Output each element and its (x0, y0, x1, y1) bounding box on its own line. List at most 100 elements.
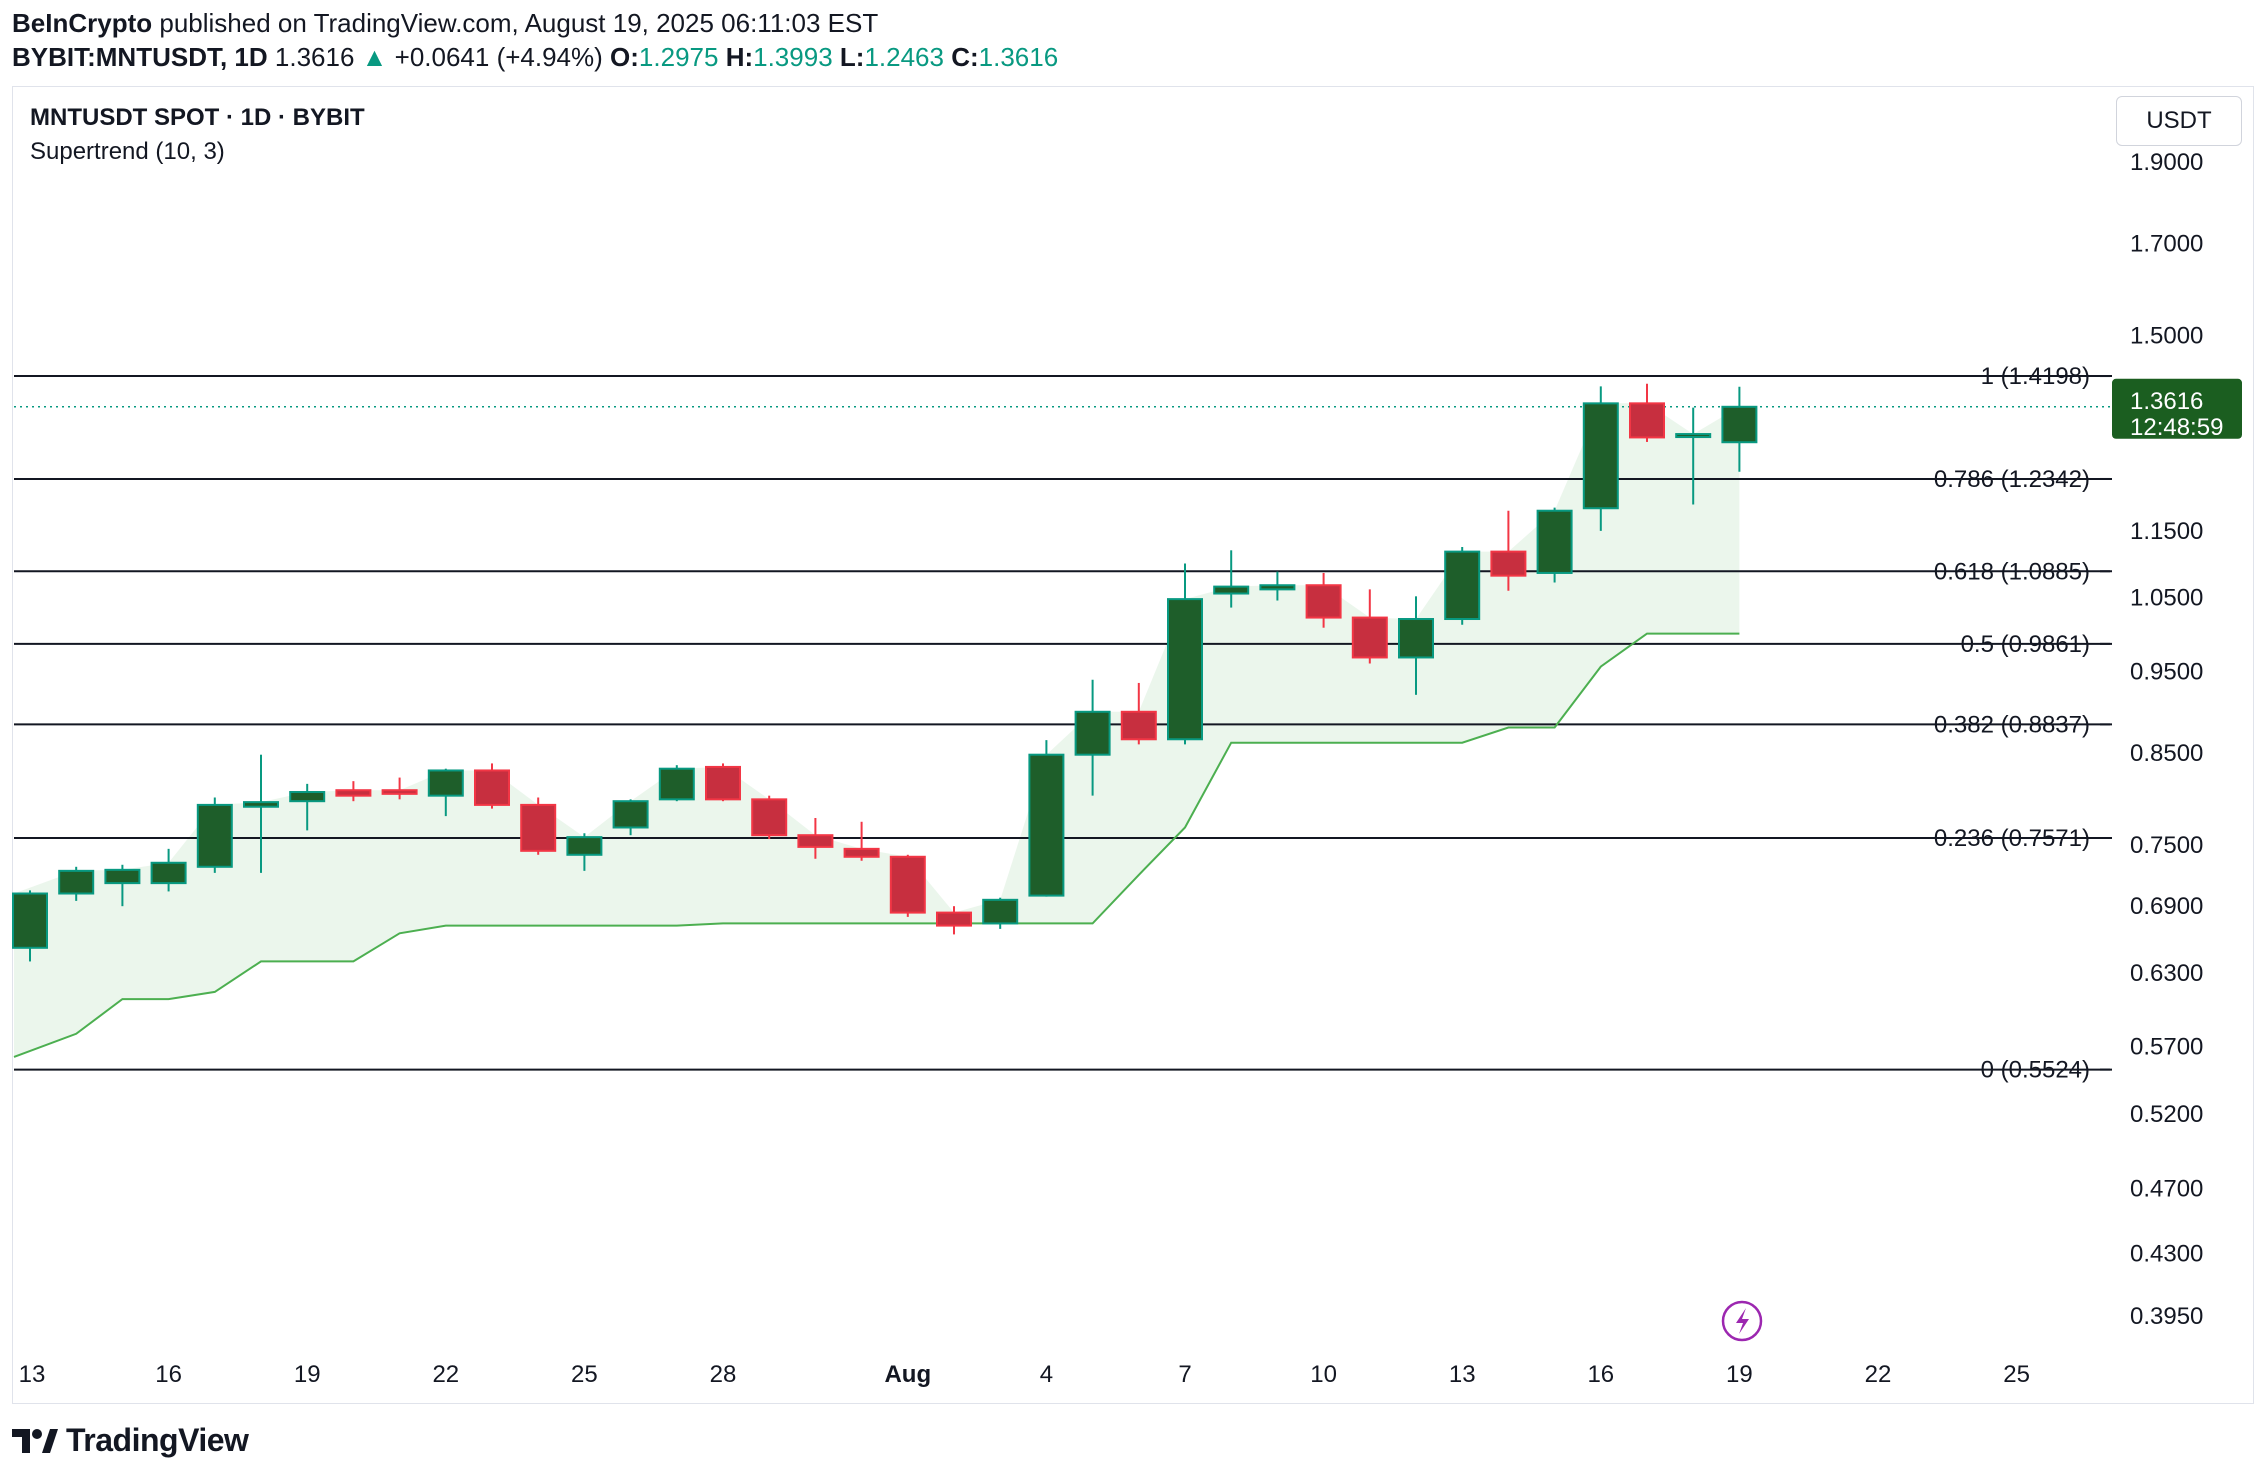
candle-body[interactable] (797, 834, 834, 848)
current-price-tag[interactable] (2112, 378, 2242, 439)
x-tick-label: 22 (1865, 1361, 1892, 1388)
x-tick-label: 28 (710, 1361, 737, 1388)
y-tick-label: 1.1500 (2130, 518, 2203, 545)
x-tick-label: 25 (571, 1361, 598, 1388)
supertrend-line[interactable] (13, 632, 1740, 1058)
x-tick-label: 7 (1178, 1361, 1191, 1388)
low-label: L: (839, 42, 865, 72)
y-tick-label: 0.3950 (2130, 1303, 2203, 1330)
open-label: O: (610, 42, 639, 72)
x-tick-label: 16 (155, 1361, 182, 1388)
candle-body[interactable] (1120, 710, 1157, 741)
brand-name: TradingView (66, 1422, 249, 1458)
candle-body[interactable] (1444, 550, 1481, 621)
fib-label-1: 1 (1.4198) (1981, 363, 2090, 390)
fib-label-0.618: 0.618 (1.0885) (1934, 558, 2090, 585)
bar-countdown: 12:48:59 (2130, 414, 2223, 441)
x-tick-label: 13 (19, 1361, 46, 1388)
candle-body[interactable] (889, 855, 926, 914)
x-tick-label: 13 (1449, 1361, 1476, 1388)
fib-label-0: 0 (0.5524) (1981, 1057, 2090, 1084)
candle-body[interactable] (843, 847, 880, 858)
candle-body[interactable] (1028, 753, 1065, 897)
candle-body[interactable] (936, 911, 972, 927)
candle-body[interactable] (1490, 550, 1527, 577)
candle-body[interactable] (1213, 585, 1250, 595)
close-value: 1.3616 (978, 42, 1059, 72)
tradingview-logo-icon (12, 1428, 58, 1453)
y-tick-label: 0.6300 (2130, 960, 2203, 987)
candle-body[interactable] (474, 769, 510, 806)
low-value: 1.2463 (864, 42, 944, 72)
candle-body[interactable] (705, 765, 741, 801)
y-tick-label: 0.4300 (2130, 1241, 2203, 1268)
chart-frame (12, 86, 2254, 1404)
candle-body[interactable] (243, 801, 279, 808)
x-tick-label: 22 (432, 1361, 459, 1388)
candle-body[interactable] (612, 800, 649, 829)
y-tick-label: 0.7500 (2130, 832, 2203, 859)
fib-label-0.236: 0.236 (0.7571) (1934, 825, 2090, 852)
candle-body[interactable] (751, 798, 788, 837)
x-tick-label: 19 (294, 1361, 321, 1388)
candle-body[interactable] (1305, 584, 1342, 619)
indicator-label[interactable]: Supertrend (10, 3) (30, 138, 225, 165)
candle-body[interactable] (520, 803, 557, 852)
last-price: 1.3616 (274, 42, 355, 72)
up-arrow-icon: ▲ (361, 42, 388, 72)
tradingview-brand[interactable]: TradingView (12, 1422, 249, 1459)
candle-body[interactable] (196, 803, 233, 868)
publisher-name[interactable]: BeInCrypto (12, 8, 153, 38)
candle-body[interactable] (1351, 616, 1388, 659)
candle-body[interactable] (658, 767, 695, 801)
chart-title: MNTUSDT SPOT · 1D · BYBIT (30, 104, 365, 131)
candle-body[interactable] (335, 789, 372, 797)
candle-body[interactable] (1675, 433, 1712, 439)
x-tick-label: 16 (1587, 1361, 1614, 1388)
candle-body[interactable] (1259, 584, 1296, 591)
candle-body[interactable] (1398, 618, 1434, 659)
candle-body[interactable] (381, 789, 418, 795)
symbol-info: BYBIT:MNTUSDT, 1D 1.3616 ▲ +0.0641 (+4.9… (12, 42, 1058, 73)
y-tick-label: 0.9500 (2130, 658, 2203, 685)
candle-body[interactable] (104, 868, 141, 885)
lightning-bolt-icon (1736, 1308, 1749, 1334)
y-tick-label: 0.6900 (2130, 893, 2203, 920)
candle-body[interactable] (1167, 598, 1203, 741)
candle-body[interactable] (289, 791, 326, 803)
x-tick-label: 10 (1310, 1361, 1337, 1388)
y-tick-label: 0.5700 (2130, 1034, 2203, 1061)
y-tick-label: 1.5000 (2130, 323, 2203, 350)
x-tick-label: 25 (2003, 1361, 2030, 1388)
candle-body[interactable] (566, 836, 603, 856)
candle-body[interactable] (982, 898, 1019, 925)
high-value: 1.3993 (753, 42, 833, 72)
x-tick-label: Aug (884, 1361, 931, 1388)
y-tick-label: 1.7000 (2130, 231, 2203, 258)
close-label: C: (951, 42, 979, 72)
fib-label-0.382: 0.382 (0.8837) (1934, 711, 2090, 738)
publish-info: BeInCrypto published on TradingView.com,… (12, 8, 878, 39)
y-tick-label: 1.0500 (2130, 585, 2203, 612)
candle-body[interactable] (1074, 710, 1111, 756)
candle-body[interactable] (12, 892, 48, 949)
candle-body[interactable] (1721, 405, 1758, 444)
x-tick-label: 4 (1040, 1361, 1053, 1388)
fib-label-0.5: 0.5 (0.9861) (1961, 631, 2090, 658)
currency-unit-button[interactable]: USDT (2116, 96, 2242, 146)
candle-body[interactable] (1629, 402, 1665, 439)
candle-body[interactable] (1536, 509, 1573, 574)
candle-body[interactable] (427, 769, 464, 797)
symbol-name[interactable]: BYBIT:MNTUSDT, 1D (12, 42, 268, 72)
lightning-icon[interactable] (1721, 1300, 1763, 1342)
candle-body[interactable] (58, 869, 95, 895)
y-tick-label: 0.4700 (2130, 1175, 2203, 1202)
x-tick-label: 19 (1726, 1361, 1753, 1388)
candle-body[interactable] (150, 861, 187, 885)
y-tick-label: 1.9000 (2130, 149, 2203, 176)
y-tick-label: 0.8500 (2130, 740, 2203, 767)
candle-body[interactable] (1582, 402, 1619, 510)
published-text: published on TradingView.com, August 19,… (159, 8, 879, 38)
y-tick-label: 0.5200 (2130, 1101, 2203, 1128)
